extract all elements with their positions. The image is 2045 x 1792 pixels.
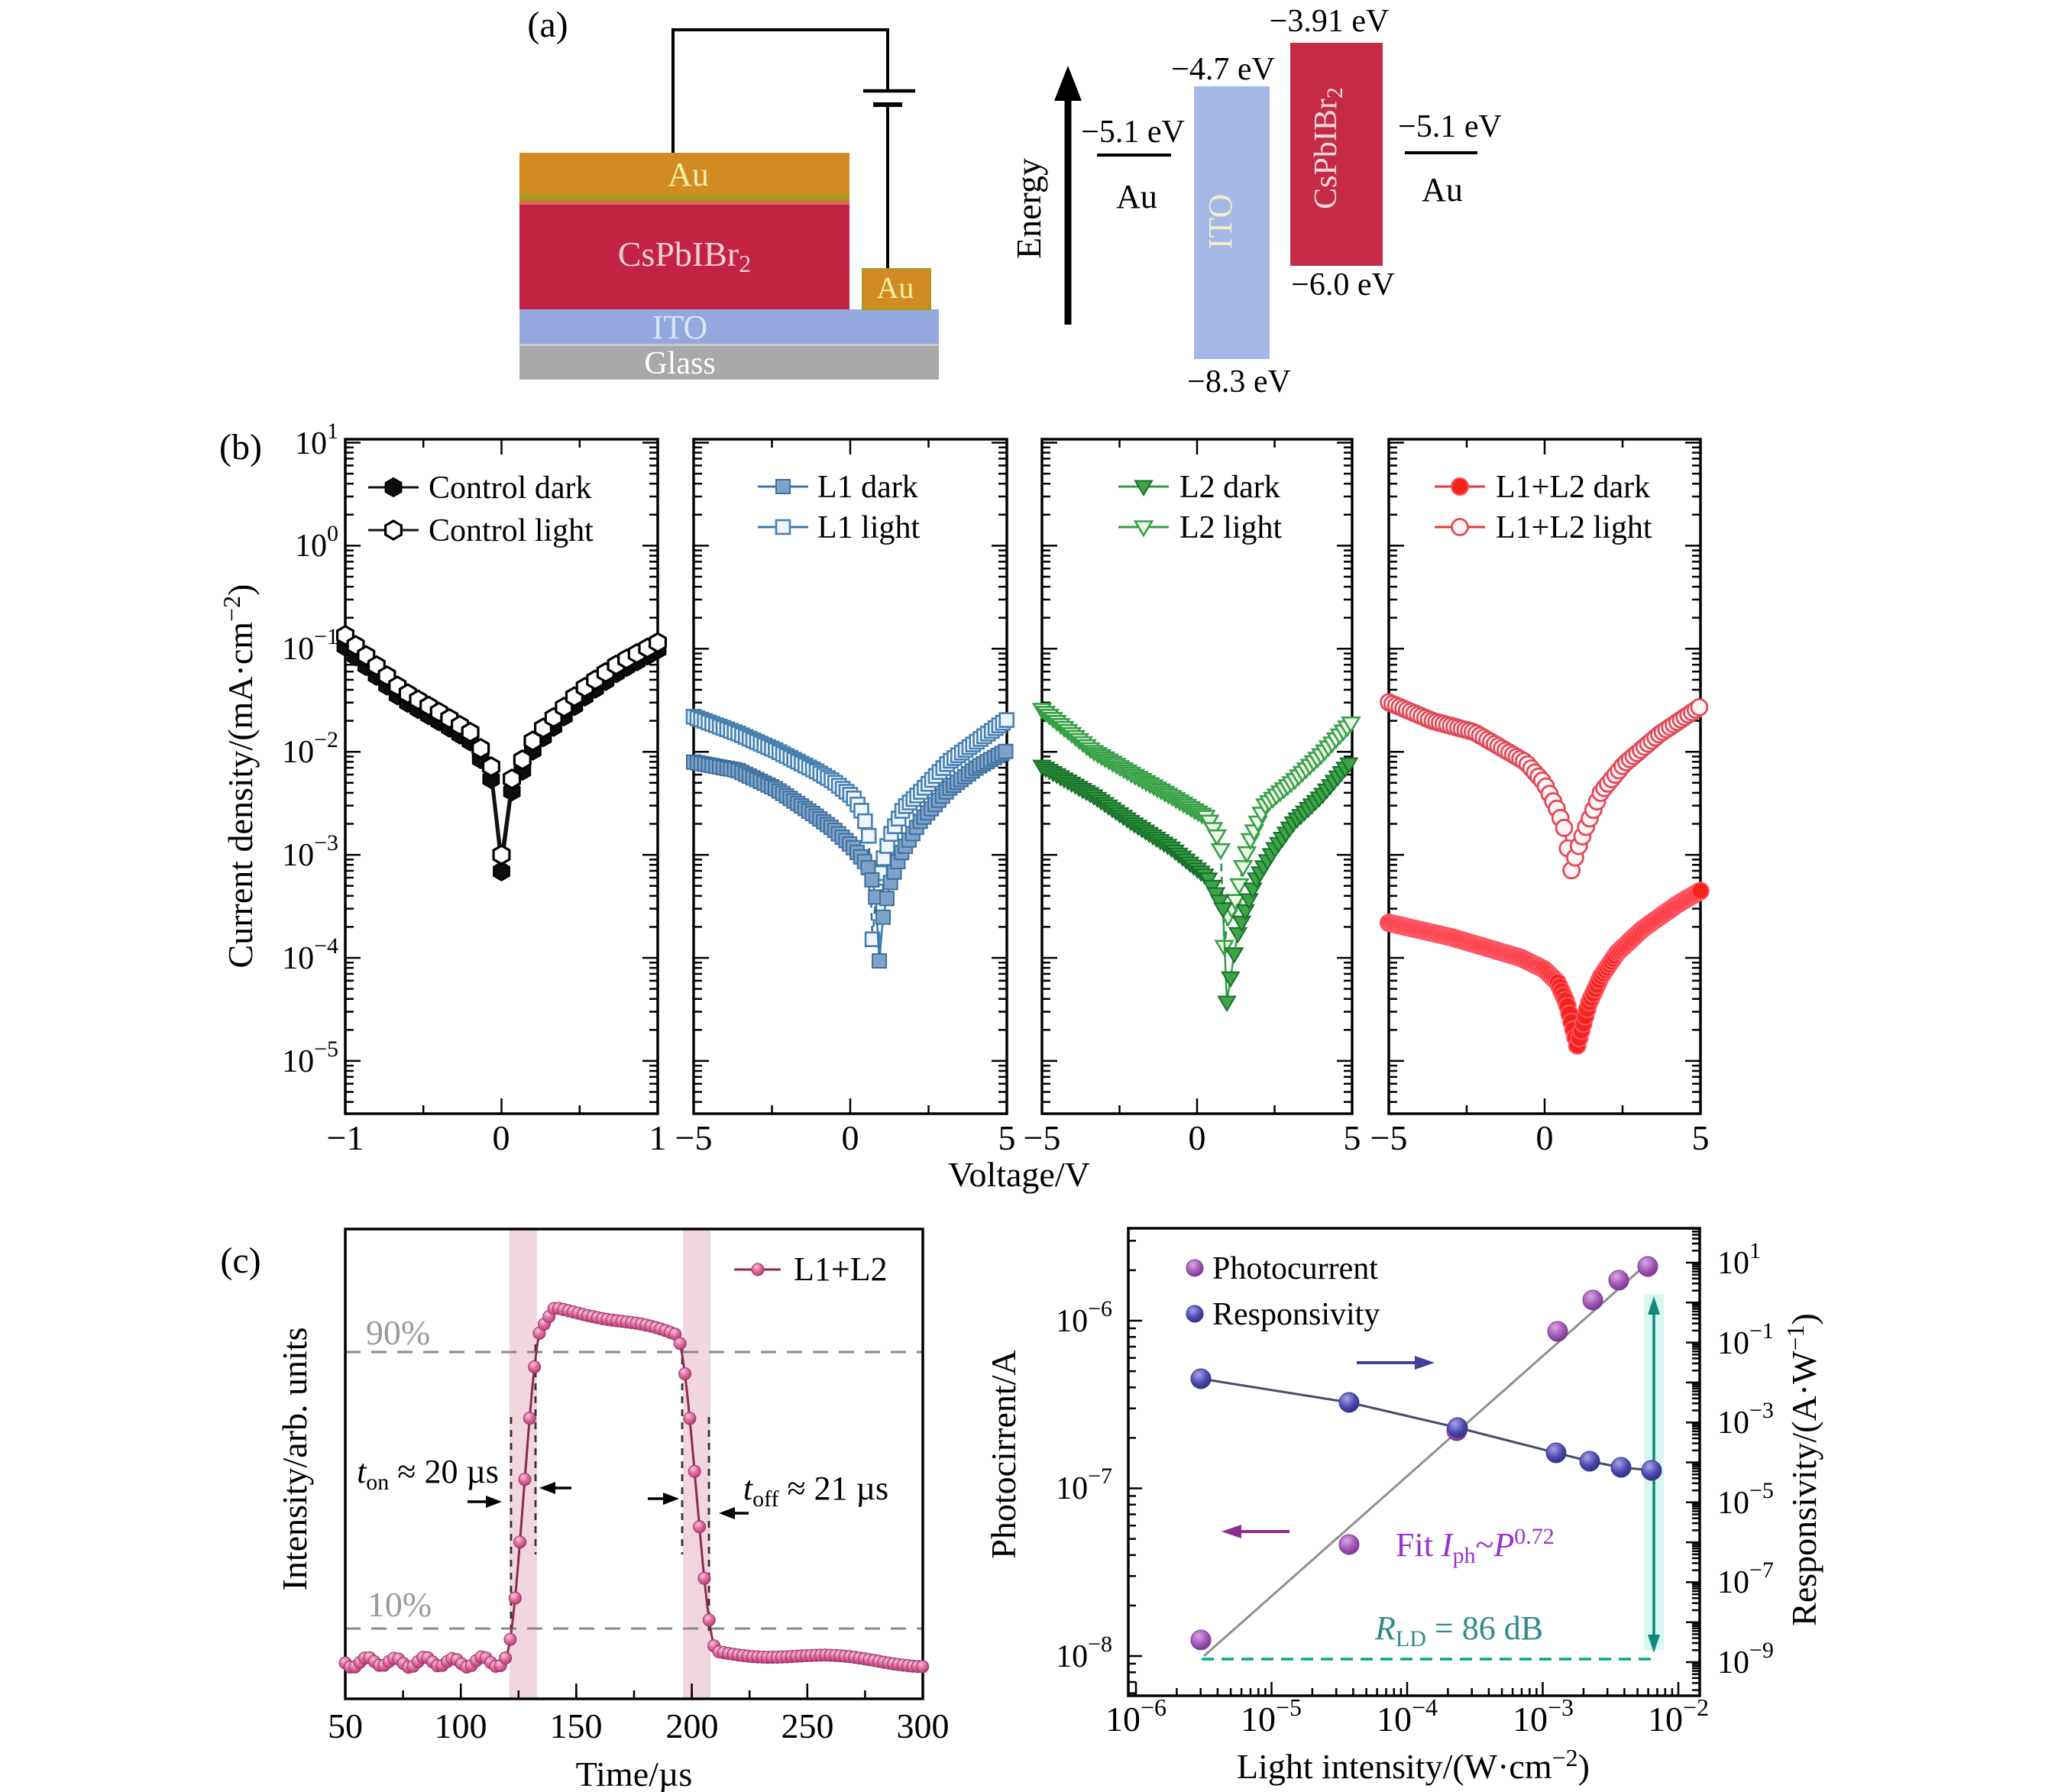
svg-text:−5: −5: [1370, 1118, 1408, 1157]
svg-text:0: 0: [1536, 1118, 1554, 1157]
svg-text:Control dark: Control dark: [429, 471, 591, 506]
svg-text:L1+L2: L1+L2: [794, 1250, 888, 1288]
svg-text:100: 100: [435, 1706, 487, 1745]
svg-text:Intensity/arb. units: Intensity/arb. units: [275, 1328, 314, 1591]
svg-text:L2 light: L2 light: [1179, 510, 1282, 545]
svg-text:−5: −5: [675, 1118, 713, 1157]
svg-text:−5.1 eV: −5.1 eV: [1398, 109, 1502, 144]
svg-text:RLD = 86 dB: RLD = 86 dB: [1374, 1609, 1543, 1651]
svg-text:300: 300: [897, 1706, 950, 1745]
svg-text:ton ≈ 20 µs: ton ≈ 20 µs: [357, 1453, 499, 1495]
svg-text:200: 200: [666, 1706, 719, 1745]
svg-text:Control light: Control light: [429, 513, 594, 548]
svg-text:L1+L2 dark: L1+L2 dark: [1496, 470, 1650, 505]
svg-text:10−1: 10−1: [282, 624, 338, 667]
svg-text:−5.1 eV: −5.1 eV: [1081, 115, 1185, 150]
svg-text:CsPbIBr2: CsPbIBr2: [618, 235, 751, 277]
svg-text:L1 dark: L1 dark: [817, 470, 918, 505]
svg-text:Au: Au: [877, 270, 914, 305]
svg-text:0: 0: [493, 1118, 510, 1157]
svg-text:Fit Iph~P0.72: Fit Iph~P0.72: [1396, 1524, 1555, 1568]
svg-text:5: 5: [1692, 1118, 1710, 1157]
svg-text:−8.3 eV: −8.3 eV: [1187, 364, 1291, 399]
svg-text:toff ≈ 21 µs: toff ≈ 21 µs: [743, 1470, 888, 1512]
svg-text:250: 250: [781, 1706, 834, 1745]
svg-text:−4.7 eV: −4.7 eV: [1171, 52, 1275, 87]
svg-text:−3.91 eV: −3.91 eV: [1270, 4, 1390, 39]
svg-text:−6.0 eV: −6.0 eV: [1291, 267, 1395, 302]
svg-text:Photocurrent: Photocurrent: [1212, 1251, 1378, 1286]
svg-text:(c): (c): [220, 1240, 260, 1281]
svg-text:L1+L2 light: L1+L2 light: [1496, 510, 1652, 545]
svg-text:L1 light: L1 light: [817, 510, 920, 545]
svg-text:10%: 10%: [367, 1585, 432, 1624]
svg-text:ITO: ITO: [652, 309, 708, 346]
svg-text:Responsivity/(A·W−1): Responsivity/(A·W−1): [1781, 1313, 1823, 1626]
svg-text:Glass: Glass: [644, 346, 715, 381]
svg-text:10−6: 10−6: [1105, 1693, 1166, 1739]
svg-text:Au: Au: [1422, 171, 1463, 209]
svg-text:L2 dark: L2 dark: [1179, 470, 1280, 505]
svg-text:Light intensity/(W·cm−2): Light intensity/(W·cm−2): [1237, 1744, 1590, 1786]
svg-text:90%: 90%: [366, 1313, 430, 1352]
svg-text:1: 1: [649, 1118, 667, 1157]
svg-text:Photocirrent/A: Photocirrent/A: [984, 1350, 1023, 1558]
svg-text:50: 50: [328, 1706, 363, 1745]
svg-text:Time/µs: Time/µs: [576, 1755, 693, 1792]
svg-text:Au: Au: [1116, 178, 1157, 215]
svg-text:−1: −1: [327, 1118, 364, 1157]
svg-text:150: 150: [550, 1706, 603, 1745]
svg-text:5: 5: [1344, 1118, 1361, 1157]
svg-text:0: 0: [842, 1118, 859, 1157]
svg-text:ITO: ITO: [1202, 194, 1239, 250]
svg-text:10−5: 10−5: [1717, 1478, 1774, 1521]
svg-text:Responsivity: Responsivity: [1212, 1297, 1380, 1332]
svg-text:−5: −5: [1024, 1118, 1061, 1157]
svg-text:Energy: Energy: [1009, 158, 1048, 259]
svg-text:Au: Au: [668, 156, 709, 193]
svg-text:5: 5: [998, 1118, 1016, 1157]
svg-text:(b): (b): [219, 427, 262, 467]
svg-text:(a): (a): [527, 5, 568, 45]
svg-text:Current density/(mA·cm−2): Current density/(mA·cm−2): [218, 584, 260, 969]
svg-text:Voltage/V: Voltage/V: [948, 1155, 1090, 1194]
svg-text:CsPbIBr2: CsPbIBr2: [1309, 87, 1348, 209]
svg-text:10−6: 10−6: [1056, 1296, 1112, 1339]
svg-text:0: 0: [1189, 1118, 1206, 1157]
